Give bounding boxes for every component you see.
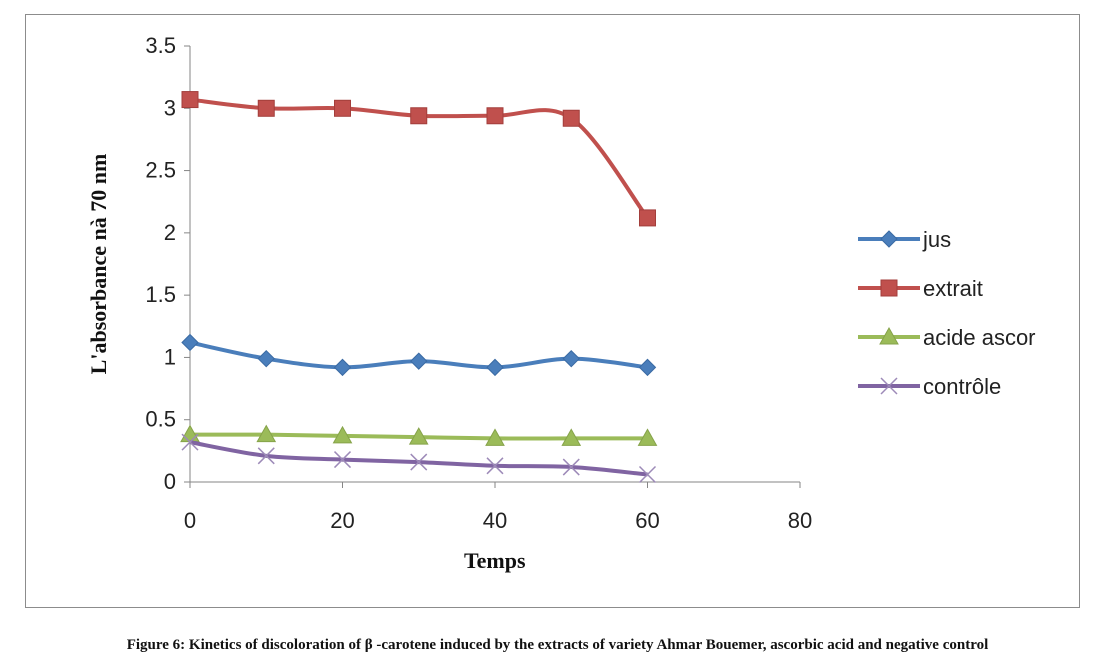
x-tick-label: 40	[483, 508, 507, 533]
legend-item: jus	[858, 227, 951, 252]
data-point	[562, 349, 580, 368]
series-contrôle	[181, 433, 657, 484]
x-tick-label: 20	[330, 508, 354, 533]
series-extrait	[181, 91, 656, 227]
series-line	[189, 440, 648, 477]
y-tick-label: 2	[164, 220, 176, 245]
data-point	[257, 349, 275, 368]
line-chart: 0 0.5 1 1.5 2 2.5 3 3.5 0 20 40 60 80 jus extrait acid…	[86, 33, 1036, 573]
x-tick-label: 0	[184, 508, 196, 533]
data-point	[181, 91, 199, 109]
chart-frame: 0 0.5 1 1.5 2 2.5 3 3.5 0 20 40 60 80 jus extrait acid…	[25, 14, 1080, 608]
x-axis-title: Temps	[464, 548, 526, 573]
data-point	[561, 428, 582, 446]
y-tick-label: 3.5	[145, 33, 176, 58]
data-point	[181, 433, 199, 451]
legend-marker	[880, 377, 898, 395]
legend-label: jus	[922, 227, 951, 252]
x-marker-stroke	[880, 377, 898, 395]
y-axis-title: L'absorbance nà 70 nm	[86, 154, 111, 375]
y-tick-label: 1.5	[145, 282, 176, 307]
data-point	[562, 109, 580, 127]
data-point	[257, 447, 275, 465]
data-point	[408, 427, 429, 445]
x-marker-stroke	[486, 457, 504, 475]
x-marker-stroke	[257, 447, 275, 465]
data-point	[410, 107, 428, 125]
x-marker-stroke	[410, 453, 428, 471]
series-layer	[180, 91, 658, 484]
data-point	[637, 428, 658, 446]
data-point	[333, 451, 352, 469]
y-tick-label: 0	[164, 469, 176, 494]
x-tick-label: 80	[788, 508, 812, 533]
data-point	[638, 358, 657, 377]
y-tick-label: 1	[164, 344, 176, 369]
legend: jus extrait acide ascor contrôle	[858, 227, 1036, 399]
series-acide-ascor	[180, 424, 658, 446]
legend-label: acide ascor	[923, 325, 1036, 350]
x-tick-label: 60	[635, 508, 659, 533]
data-point	[257, 99, 275, 117]
x-marker-stroke	[638, 465, 657, 484]
legend-item: contrôle	[858, 374, 1001, 399]
x-marker-stroke	[333, 451, 352, 469]
legend-label: extrait	[923, 276, 983, 301]
data-point	[639, 209, 656, 227]
x-marker-stroke	[562, 458, 580, 476]
legend-item: acide ascor	[858, 325, 1036, 350]
data-point	[410, 352, 428, 370]
data-point	[485, 428, 505, 446]
legend-label: contrôle	[923, 374, 1001, 399]
data-point	[332, 425, 353, 444]
legend-marker	[880, 279, 898, 297]
y-tick-label: 2.5	[145, 158, 176, 183]
y-tick-label: 0.5	[145, 407, 176, 432]
legend-marker	[879, 326, 899, 345]
y-tick-label: 3	[164, 95, 176, 120]
series-jus	[181, 333, 657, 377]
data-point	[562, 458, 580, 476]
legend-item: extrait	[858, 276, 983, 301]
data-point	[410, 453, 428, 471]
data-point	[486, 457, 504, 475]
data-point	[256, 424, 277, 443]
axes: 0 0.5 1 1.5 2 2.5 3 3.5 0 20 40 60 80	[145, 33, 812, 533]
data-point	[638, 465, 657, 484]
data-point	[181, 333, 199, 352]
data-point	[333, 358, 352, 377]
legend-marker	[880, 230, 898, 248]
x-marker-stroke	[181, 433, 199, 451]
figure-caption: Figure 6: Kinetics of discoloration of β…	[126, 637, 989, 653]
data-point	[486, 107, 504, 125]
data-point	[334, 99, 351, 117]
data-point	[486, 358, 504, 377]
